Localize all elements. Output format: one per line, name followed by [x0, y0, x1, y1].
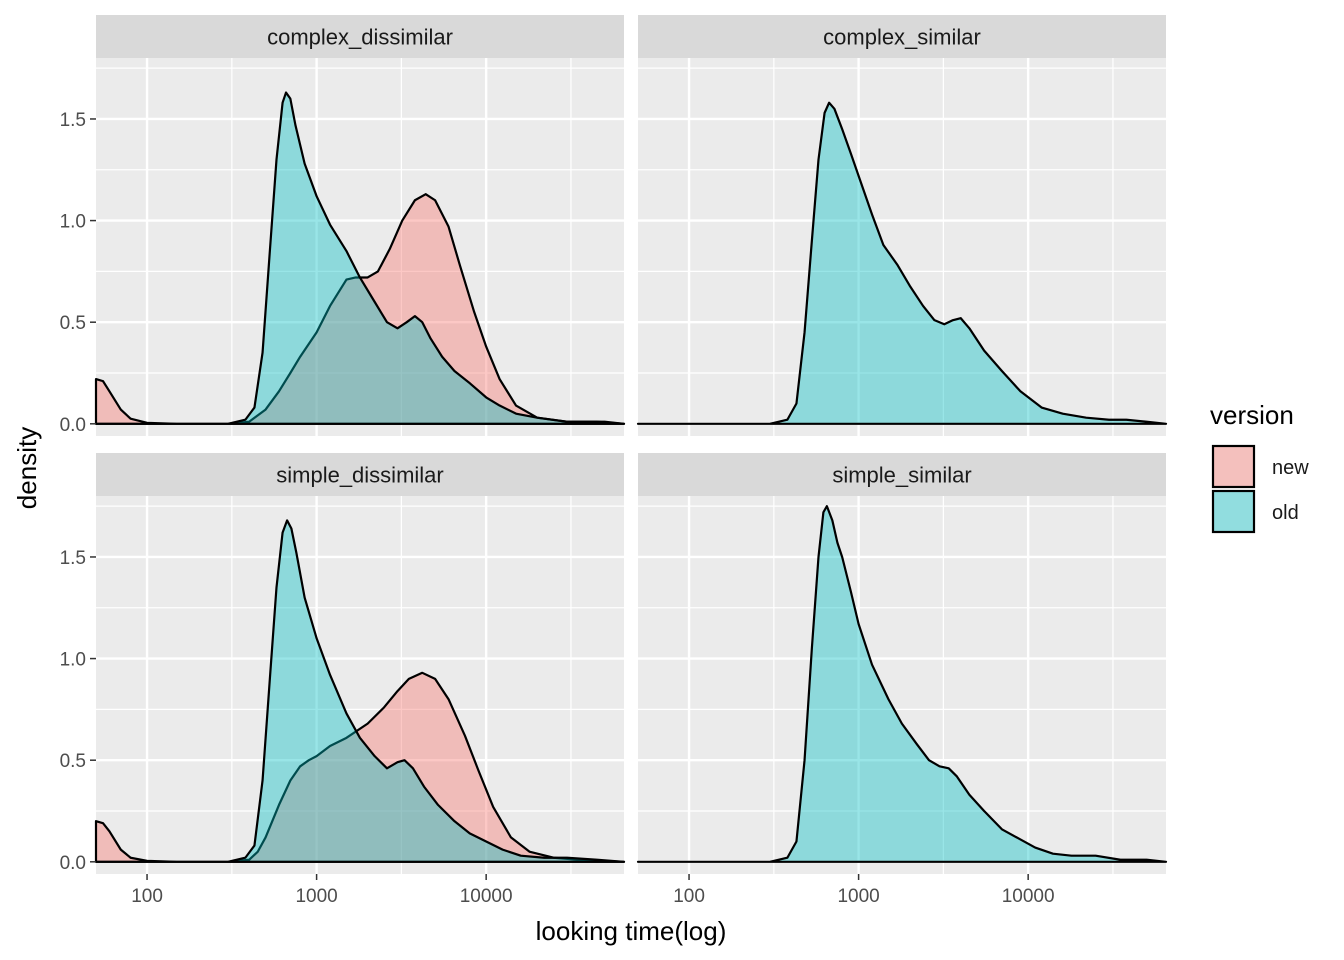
density-area-old: [638, 102, 1166, 424]
facet-strip: [638, 15, 1166, 58]
legend-key-swatch: [1211, 489, 1256, 534]
facet-strip-label: simple_similar: [832, 463, 971, 488]
legend-key-background: [1212, 445, 1255, 488]
y-axis-title: density: [12, 427, 42, 509]
density-area-old: [638, 506, 1166, 862]
x-tick-label: 1000: [295, 886, 337, 907]
legend-keys: new old: [1211, 444, 1309, 534]
y-tick-label: 0.5: [60, 313, 86, 334]
facet-strip-label: complex_similar: [823, 25, 981, 50]
legend: version new old: [1210, 400, 1309, 534]
density-outline-old: [636, 505, 1168, 863]
x-tick-label: 100: [131, 886, 163, 907]
panel-complex-similar: complex_similar: [636, 15, 1168, 436]
y-tick-label: 1.0: [60, 212, 86, 233]
density-area-new: [96, 194, 624, 424]
panels-layer: complex_dissimilar 0.0 0.5 1.0 1.5 complex_si…: [60, 15, 1168, 907]
x-axis-title: looking time(log): [536, 916, 727, 946]
legend-key-background: [1212, 490, 1255, 533]
y-tick-label: 1.5: [60, 548, 86, 569]
y-tick-label: 0.5: [60, 751, 86, 772]
facet-strip: [96, 15, 624, 58]
x-tick-label: 10000: [460, 886, 513, 907]
density-area-old: [96, 92, 624, 424]
density-area-old: [96, 520, 624, 862]
density-outline-old: [94, 91, 626, 425]
density-outline-old: [636, 101, 1168, 425]
density-outline-old: [94, 519, 626, 863]
facet-strip-label: complex_dissimilar: [267, 25, 453, 50]
facet-strip: [638, 453, 1166, 496]
legend-title: version: [1210, 400, 1294, 430]
y-tick-label: 0.0: [60, 853, 86, 874]
panel-simple-similar: simple_similar 100 1000 10000: [636, 453, 1168, 907]
legend-label: old: [1272, 502, 1299, 524]
facet-strip-label: simple_dissimilar: [276, 463, 443, 488]
density-area-new: [96, 672, 624, 862]
legend-key-swatch: [1211, 444, 1256, 489]
panel-simple-dissimilar: simple_dissimilar 0.0 0.5 1.0 1.5 100 1000 1000…: [60, 453, 626, 907]
facet-strip: [96, 453, 624, 496]
legend-label: new: [1272, 457, 1309, 479]
x-tick-label: 100: [673, 886, 705, 907]
x-tick-label: 10000: [1002, 886, 1055, 907]
y-tick-label: 1.0: [60, 650, 86, 671]
legend-item-old: old: [1211, 489, 1299, 534]
panel-complex-dissimilar: complex_dissimilar 0.0 0.5 1.0 1.5: [60, 15, 626, 436]
y-tick-label: 1.5: [60, 110, 86, 131]
legend-item-new: new: [1211, 444, 1309, 489]
y-tick-label: 0.0: [60, 415, 86, 436]
x-tick-label: 1000: [837, 886, 879, 907]
